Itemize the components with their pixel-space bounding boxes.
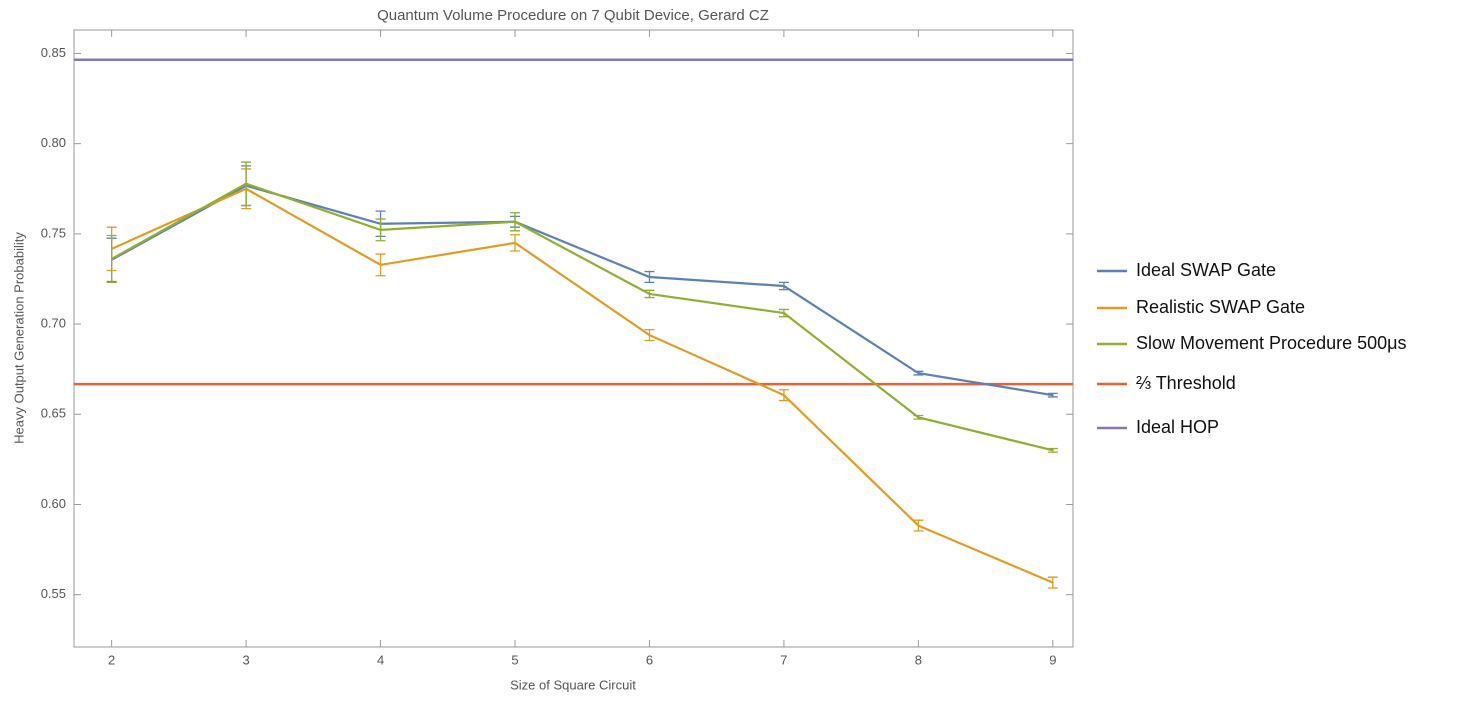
x-tick-label: 6 <box>646 652 653 667</box>
legend-label: Slow Movement Procedure 500μs <box>1136 333 1407 353</box>
error-bar <box>913 519 924 532</box>
error-bar <box>778 389 789 402</box>
x-tick-label: 4 <box>377 652 384 667</box>
error-bar <box>778 308 789 318</box>
legend-label: ⅔ Threshold <box>1136 373 1236 393</box>
error-bar <box>375 218 386 242</box>
legend-label: Ideal SWAP Gate <box>1136 260 1276 280</box>
error-bar <box>1047 447 1058 453</box>
y-axis-label: Heavy Output Generation Probability <box>11 232 26 444</box>
error-bar <box>644 270 655 284</box>
x-tick-label: 5 <box>511 652 518 667</box>
y-tick-label: 0.65 <box>41 406 66 421</box>
series-line <box>111 182 1054 452</box>
error-bar <box>1047 576 1058 589</box>
error-bar <box>510 212 521 232</box>
series-line <box>111 184 1054 397</box>
y-tick-label: 0.55 <box>41 586 66 601</box>
y-tick-label: 0.70 <box>41 316 66 331</box>
error-bar <box>241 161 252 207</box>
x-tick-label: 7 <box>780 652 787 667</box>
legend-label: Realistic SWAP Gate <box>1136 297 1305 317</box>
error-bar <box>510 234 521 252</box>
error-bar <box>375 253 386 277</box>
x-tick-label: 3 <box>242 652 249 667</box>
error-bar <box>644 289 655 299</box>
y-tick-label: 0.60 <box>41 496 66 511</box>
y-tick-label: 0.75 <box>41 225 66 240</box>
y-tick-label: 0.85 <box>41 45 66 60</box>
x-axis-label: Size of Square Circuit <box>510 677 636 692</box>
error-bar <box>778 281 789 291</box>
error-bar <box>106 234 117 284</box>
x-tick-label: 9 <box>1049 652 1056 667</box>
error-bar <box>913 414 924 420</box>
x-tick-label: 8 <box>915 652 922 667</box>
x-tick-label: 2 <box>108 652 115 667</box>
chart-title: Quantum Volume Procedure on 7 Qubit Devi… <box>377 7 769 24</box>
error-bar <box>1047 392 1058 398</box>
plot-frame <box>73 29 1074 648</box>
y-tick-label: 0.80 <box>41 135 66 150</box>
series-line <box>111 187 1054 584</box>
legend-label: Ideal HOP <box>1136 417 1219 437</box>
error-bar <box>644 329 655 342</box>
error-bar <box>913 370 924 376</box>
